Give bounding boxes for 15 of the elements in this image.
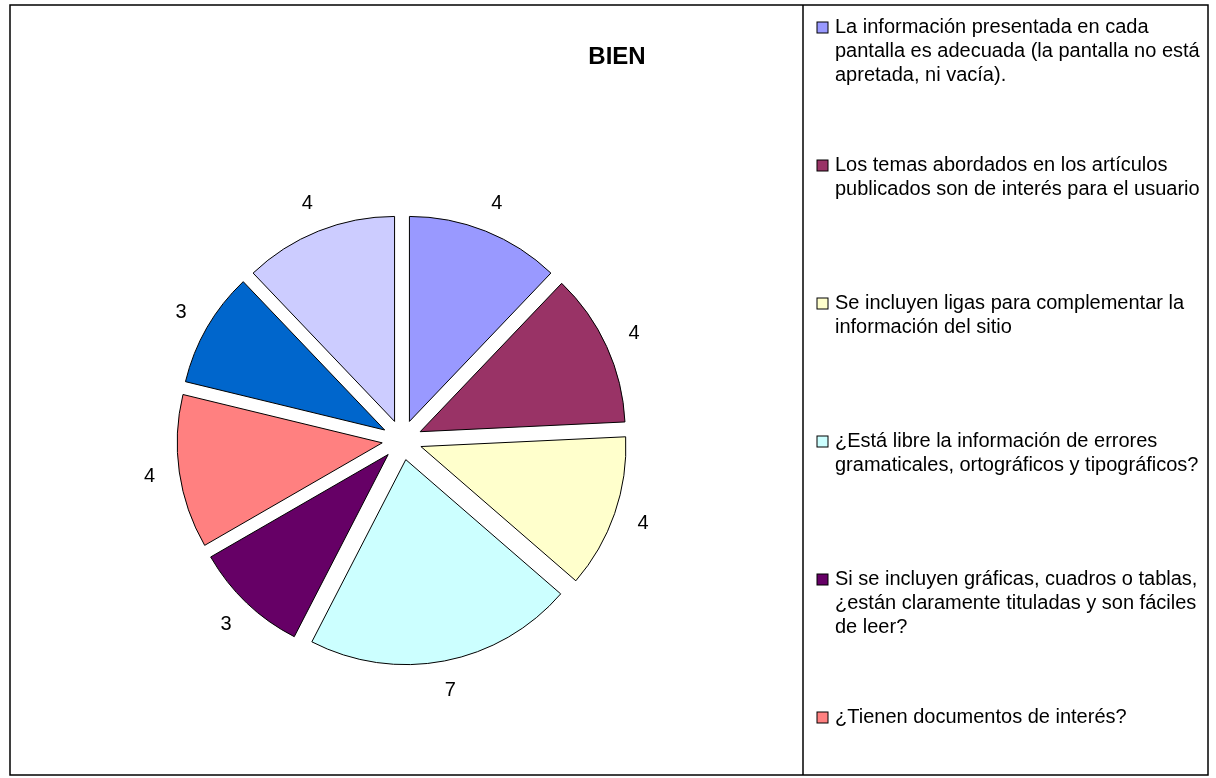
data-label: 4 — [301, 190, 313, 213]
data-label: 4 — [628, 321, 640, 344]
legend-label: Los temas abordados en los artículos publicados son de interés para el usuario — [835, 153, 1200, 200]
text: BIEN — [588, 42, 646, 69]
data-label: 7 — [444, 677, 456, 700]
data-label: 3 — [220, 611, 232, 634]
data-label: 4 — [637, 510, 649, 533]
data-label: 4 — [491, 190, 503, 213]
legend-label: ¿Está libre la información de errores gramaticales, ortográficos y tipográficos? — [835, 429, 1199, 476]
legend-label: Se incluyen ligas para complementar la información del sitio — [835, 291, 1185, 338]
data-label: 4 — [144, 463, 156, 486]
data-label: 3 — [175, 299, 187, 322]
legend-label: La información presentada en cada pantalla es adecuada (la pantalla no está apretada, ni vacía). — [835, 15, 1201, 86]
legend-label: Si se incluyen gráficas, cuadros o tablas, ¿están claramente tituladas y son fáciles de leer? — [835, 567, 1198, 638]
legend-label: ¿Tienen documentos de interés? — [835, 705, 1127, 728]
